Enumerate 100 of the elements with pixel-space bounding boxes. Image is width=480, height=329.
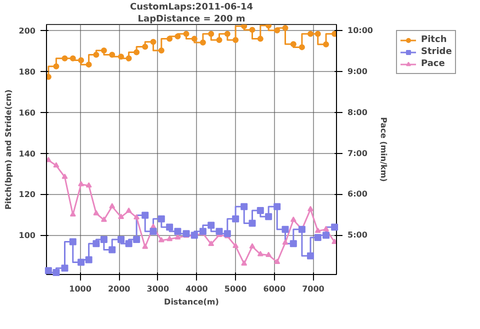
point <box>314 30 321 37</box>
point <box>241 24 248 30</box>
point <box>53 63 60 70</box>
y2-tick-label: 10:00 <box>348 26 374 36</box>
point <box>158 47 164 54</box>
point <box>150 38 156 45</box>
y2-tick-label: 8:00 <box>348 108 368 117</box>
point <box>208 30 214 37</box>
chart-subtitle: LapDistance = 200 m <box>138 14 246 24</box>
x-tick-label: 2000 <box>108 284 131 294</box>
point <box>108 246 116 254</box>
point <box>100 216 107 222</box>
y2-tick-label: 9:00 <box>348 67 368 76</box>
point <box>61 264 68 272</box>
point <box>166 236 173 242</box>
point <box>240 203 248 210</box>
point <box>86 182 92 188</box>
point <box>78 258 85 266</box>
point <box>200 39 206 46</box>
x-tick-label: 4000 <box>186 284 208 294</box>
y2-axis-title: Pace (min/km) <box>378 117 388 182</box>
y-tick-label: 100 <box>18 231 36 240</box>
point <box>306 252 314 260</box>
point <box>109 52 116 58</box>
point <box>257 36 264 42</box>
point <box>174 228 182 235</box>
point <box>274 258 280 264</box>
point <box>126 55 132 62</box>
point <box>323 226 330 232</box>
chart-title: CustomLaps:2011-06-14 <box>130 2 254 12</box>
x-axis-title: Distance(m) <box>164 298 219 306</box>
point <box>208 222 215 229</box>
y2-tick-label: 5:00 <box>348 230 368 240</box>
point <box>232 242 239 248</box>
point <box>232 37 239 44</box>
point <box>62 174 68 179</box>
point <box>85 256 92 264</box>
y2-tick-label: 6:00 <box>348 190 368 199</box>
point <box>174 33 181 40</box>
point <box>52 268 60 276</box>
point <box>142 244 148 249</box>
point <box>216 228 223 235</box>
point <box>298 44 305 50</box>
point <box>46 156 52 162</box>
point <box>134 214 140 220</box>
point <box>331 224 338 231</box>
point <box>92 240 100 248</box>
point <box>78 57 84 64</box>
point <box>142 44 148 50</box>
legend-label: Stride <box>421 46 452 58</box>
point <box>248 220 256 227</box>
y2-tick-label: 7:00 <box>348 148 368 158</box>
point <box>332 30 336 37</box>
point <box>266 252 272 258</box>
point <box>100 47 107 54</box>
x-tick-label: 1000 <box>69 284 92 294</box>
point <box>53 162 60 168</box>
point <box>158 215 165 222</box>
point <box>183 30 190 37</box>
point <box>224 30 230 37</box>
point <box>256 207 264 214</box>
point <box>93 210 100 216</box>
point <box>191 36 198 42</box>
legend-label: Pitch <box>421 34 447 46</box>
point <box>46 74 52 80</box>
point <box>332 238 336 244</box>
x-tick-label: 5000 <box>224 284 248 294</box>
point <box>44 267 52 274</box>
point <box>249 26 256 33</box>
y-tick-label: 180 <box>18 68 36 77</box>
point <box>100 236 108 244</box>
point <box>274 203 281 210</box>
point <box>257 250 264 256</box>
point <box>224 230 231 238</box>
point <box>208 240 214 246</box>
point <box>282 239 288 245</box>
point <box>282 24 288 31</box>
point <box>232 215 240 222</box>
point <box>174 234 181 240</box>
point <box>199 228 206 235</box>
point <box>86 62 92 68</box>
point <box>323 41 330 48</box>
y-axis-title: Pitch(bpm) and Stride(cm) <box>4 89 13 210</box>
x-tick-label: 7000 <box>302 284 325 294</box>
point <box>241 260 248 266</box>
y-tick-label: 140 <box>18 149 36 158</box>
point <box>109 203 116 208</box>
y-tick-label: 200 <box>18 26 36 36</box>
point <box>307 30 314 37</box>
y-tick-label: 160 <box>18 108 36 118</box>
point <box>126 208 132 213</box>
point <box>282 226 289 233</box>
point <box>118 54 124 60</box>
legend-label: Pace <box>421 58 445 70</box>
point <box>290 216 296 222</box>
point <box>133 236 140 244</box>
point <box>314 228 321 233</box>
y-tick-label: 120 <box>18 190 36 200</box>
x-tick-label: 3000 <box>146 284 170 294</box>
point <box>78 180 84 186</box>
